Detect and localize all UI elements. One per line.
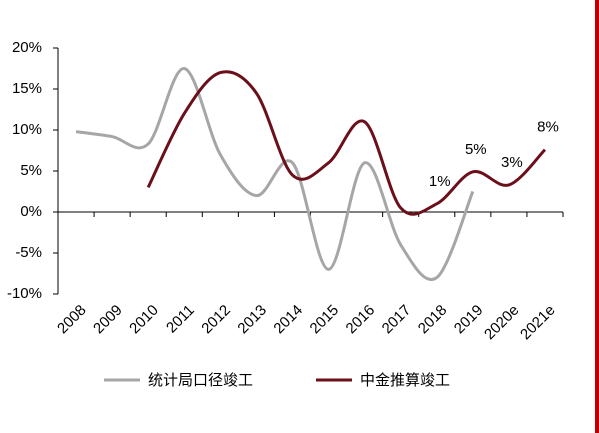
y-tick-label: 10% bbox=[12, 121, 42, 138]
data-label: 1% bbox=[429, 173, 451, 190]
y-tick-label: -5% bbox=[15, 244, 42, 261]
legend-label: 中金推算竣工 bbox=[360, 371, 450, 389]
y-tick-label: 5% bbox=[20, 162, 42, 179]
y-tick-label: 0% bbox=[20, 203, 42, 220]
data-label: 3% bbox=[501, 154, 523, 171]
edge-bar bbox=[595, 0, 599, 433]
y-tick-label: 15% bbox=[12, 80, 42, 97]
series-line bbox=[75, 67, 475, 282]
series-line bbox=[146, 70, 547, 216]
data-label: 8% bbox=[537, 119, 559, 136]
data-label: 5% bbox=[465, 141, 487, 158]
y-tick-label: 20% bbox=[12, 39, 42, 56]
legend-label: 统计局口径竣工 bbox=[148, 372, 253, 389]
y-tick-label: -10% bbox=[7, 285, 42, 302]
